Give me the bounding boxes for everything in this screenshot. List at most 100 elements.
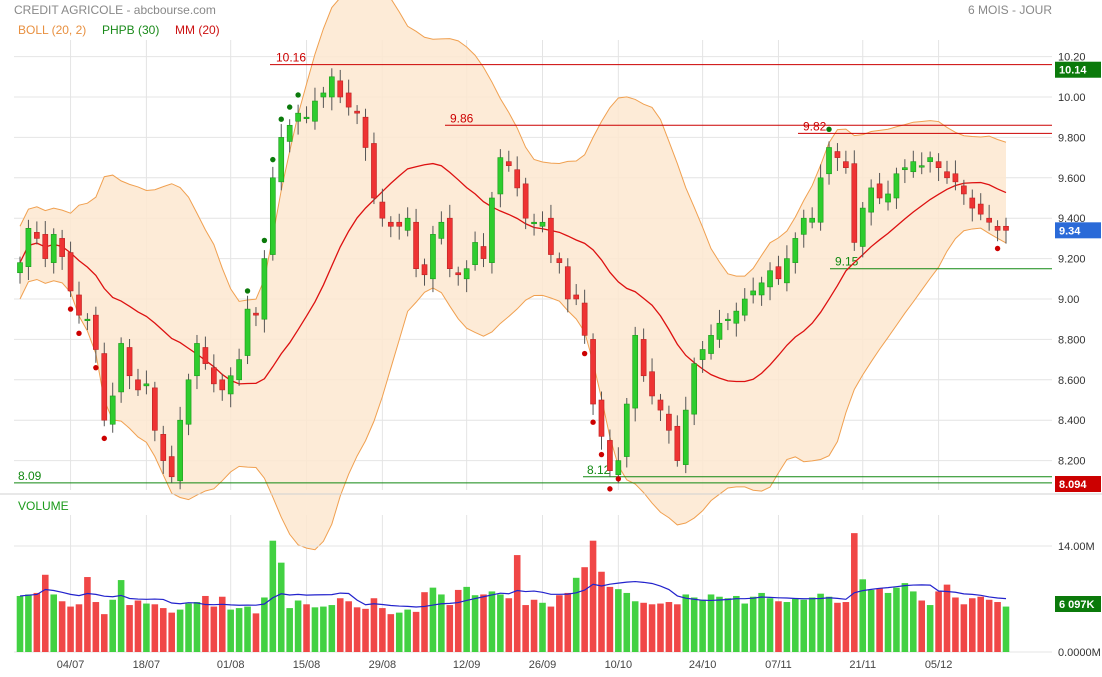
volume-bar: [159, 608, 167, 652]
level-label: 9.82: [803, 119, 827, 133]
candle-body: [101, 353, 108, 421]
price-tick-label: 8.400: [1058, 415, 1086, 427]
volume-bar: [303, 604, 310, 652]
x-tick-label: 18/07: [133, 659, 161, 671]
volume-bar: [269, 540, 277, 652]
x-tick-label: 26/09: [529, 659, 557, 671]
candle-body: [809, 217, 815, 223]
volume-bar: [623, 592, 631, 652]
moving-average-line: [19, 162, 1007, 385]
candle-body: [371, 143, 377, 199]
x-tick-label: 21/11: [849, 659, 876, 671]
phpb-high-dot: [278, 116, 284, 122]
volume-bar: [84, 577, 91, 652]
last-price-badge-box: [1055, 222, 1101, 239]
volume-bar: [277, 562, 285, 652]
volume-bar: [707, 594, 715, 652]
volume-bar: [176, 609, 184, 652]
candle-body: [202, 347, 209, 364]
bollinger-band: [19, 0, 1007, 551]
candle-body: [505, 161, 512, 166]
volume-bar: [985, 599, 993, 652]
candle-body: [817, 177, 824, 223]
candle-body: [514, 169, 521, 189]
candle-body: [455, 272, 462, 276]
volume-bar: [825, 596, 833, 652]
volume-bar: [792, 599, 799, 652]
volume-bar: [800, 599, 808, 652]
volume-bar: [387, 614, 395, 652]
candle-body: [152, 387, 158, 431]
bollinger-fill: [20, 0, 1006, 550]
price-tick-label: 8.800: [1058, 334, 1086, 346]
volume-bar: [320, 606, 327, 652]
candle-body: [851, 163, 858, 243]
candle-body: [211, 367, 217, 385]
candle-body: [607, 440, 613, 471]
volume-bar: [311, 607, 319, 652]
candle-body: [135, 379, 141, 391]
x-tick-label: 05/12: [925, 659, 953, 671]
volume-bar: [943, 584, 951, 652]
volume-bar: [33, 592, 41, 652]
volume-bar: [918, 600, 926, 652]
candle-body: [961, 185, 967, 195]
volume-bar: [648, 604, 656, 652]
volume-average-line: [19, 580, 1007, 608]
candle-body: [430, 234, 436, 280]
volume-bars: [16, 533, 1010, 652]
candle-body: [126, 347, 133, 377]
volume-bar: [261, 597, 268, 652]
x-axis: 04/07 18/07 01/08 15/08 29/08 12/09 26/09 10/10…: [57, 659, 953, 671]
volume-axis: 14.00M 0.0000M: [1058, 541, 1101, 659]
volume-bar: [716, 596, 723, 652]
candle-body: [354, 110, 360, 114]
low-badge-text: 8.094: [1059, 479, 1087, 491]
candle-body: [699, 349, 706, 360]
candle-body: [143, 383, 150, 387]
candle-body: [295, 112, 301, 122]
volume-bar: [454, 589, 462, 652]
volume-bar: [294, 600, 302, 652]
volume-bar: [218, 596, 226, 652]
volume-bar: [556, 595, 563, 652]
candle-body: [556, 258, 563, 263]
volume-bar: [235, 608, 243, 652]
candle-body: [227, 375, 234, 395]
candle-body: [573, 294, 580, 300]
volume-bar: [606, 586, 614, 652]
volume-badge-box: [1055, 596, 1101, 612]
phpb-low-dot: [76, 330, 82, 337]
candle-body: [977, 203, 984, 215]
candle-body: [986, 217, 992, 223]
volume-bar: [227, 609, 234, 652]
candle-body: [261, 258, 268, 320]
candle-body: [750, 290, 757, 296]
volume-avg-line: [19, 580, 1007, 608]
candle-body: [118, 343, 124, 393]
volume-bar: [935, 591, 942, 652]
candle-body: [168, 456, 175, 478]
volume-bar: [438, 594, 445, 652]
volume-bar: [977, 596, 985, 652]
volume-bar: [429, 587, 437, 652]
volume-bar: [952, 597, 959, 652]
volume-bar: [117, 580, 125, 652]
volume-bar: [210, 606, 218, 652]
volume-bar: [202, 595, 209, 652]
volume-bar: [741, 603, 749, 652]
volume-bar: [50, 594, 57, 652]
volume-bar: [193, 602, 201, 652]
candle-body: [76, 294, 82, 316]
candle-body: [421, 264, 428, 276]
volume-bar: [244, 606, 251, 652]
candle-body: [590, 339, 596, 405]
volume-bar: [252, 613, 260, 652]
candle-body: [362, 116, 369, 148]
candle-body: [497, 157, 504, 195]
volume-bar: [25, 594, 32, 652]
candle-body: [345, 92, 352, 108]
candle-body: [320, 92, 327, 98]
candle-body: [623, 403, 630, 457]
price-tick-label: 9.600: [1058, 173, 1086, 185]
